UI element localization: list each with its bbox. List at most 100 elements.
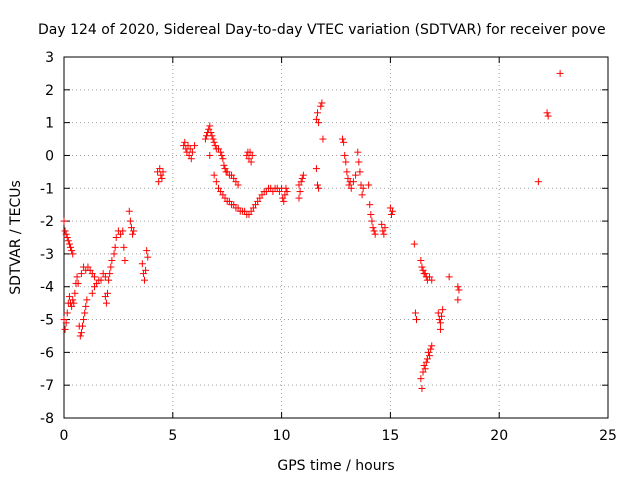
y-tick-label: -8: [40, 411, 54, 427]
data-point: [280, 197, 288, 205]
data-point: [73, 273, 81, 281]
data-point: [62, 230, 70, 238]
data-point: [188, 148, 196, 156]
data-point: [355, 158, 363, 166]
data-point: [247, 158, 255, 166]
data-point: [119, 227, 127, 235]
data-point: [74, 279, 82, 287]
data-point: [69, 296, 77, 304]
data-point: [418, 384, 426, 392]
data-point: [207, 128, 215, 136]
data-point: [381, 224, 389, 232]
data-point: [352, 171, 360, 179]
x-tick-label: 0: [60, 428, 69, 444]
x-tick-label: 20: [490, 428, 508, 444]
data-point: [349, 178, 357, 186]
data-point: [297, 178, 305, 186]
data-point: [454, 283, 462, 291]
data-point: [71, 289, 79, 297]
y-tick-label: 0: [45, 148, 54, 164]
data-point: [370, 227, 378, 235]
data-points: [60, 69, 564, 392]
data-point: [365, 181, 373, 189]
data-point: [130, 227, 138, 235]
data-point: [315, 119, 323, 127]
data-point: [371, 230, 379, 238]
data-point: [210, 171, 218, 179]
data-point: [312, 165, 320, 173]
data-point: [201, 135, 209, 143]
data-point: [366, 201, 374, 209]
data-point: [210, 138, 218, 146]
y-tick-label: -7: [40, 378, 54, 394]
y-tick-label: -4: [40, 280, 54, 296]
data-point: [125, 207, 133, 215]
data-point: [421, 270, 429, 278]
data-point: [60, 217, 68, 225]
data-point: [211, 142, 219, 150]
data-point: [368, 217, 376, 225]
x-axis-label: GPS time / hours: [277, 458, 394, 474]
data-point: [88, 289, 96, 297]
data-point: [220, 161, 228, 169]
data-point: [356, 168, 364, 176]
data-point: [82, 302, 90, 310]
x-tick-label: 10: [273, 428, 291, 444]
data-point: [206, 151, 214, 159]
data-point: [191, 142, 199, 150]
data-point: [339, 135, 347, 143]
data-point: [217, 148, 225, 156]
y-tick-label: 1: [45, 116, 54, 132]
data-point: [544, 112, 552, 120]
data-point: [143, 247, 151, 255]
chart-title: Day 124 of 2020, Sidereal Day-to-day VTE…: [38, 22, 606, 38]
y-tick-label: -5: [40, 313, 54, 329]
x-tick-label: 5: [168, 428, 177, 444]
data-point: [181, 138, 189, 146]
data-point: [340, 138, 348, 146]
data-point: [283, 188, 291, 196]
data-point: [315, 184, 323, 192]
data-point: [454, 296, 462, 304]
data-point: [314, 181, 322, 189]
data-point: [436, 325, 444, 333]
data-point: [61, 325, 69, 333]
data-point: [341, 151, 349, 159]
data-point: [445, 273, 453, 281]
data-point: [421, 365, 429, 373]
data-point: [314, 109, 322, 117]
data-point: [358, 191, 366, 199]
data-point: [209, 135, 217, 143]
data-point: [212, 178, 220, 186]
x-tick-label: 15: [381, 428, 399, 444]
data-point: [77, 329, 85, 337]
data-point: [347, 184, 355, 192]
data-point: [69, 250, 77, 258]
data-point: [102, 299, 110, 307]
data-point: [427, 345, 435, 353]
data-point: [111, 243, 119, 251]
data-point: [65, 240, 73, 248]
data-point: [101, 273, 109, 281]
data-point: [298, 174, 306, 182]
data-point: [343, 168, 351, 176]
data-point: [434, 309, 442, 317]
data-point: [426, 352, 434, 360]
data-point: [534, 178, 542, 186]
data-point: [455, 286, 463, 294]
y-tick-label: -1: [40, 181, 54, 197]
data-point: [380, 230, 388, 238]
data-point: [317, 102, 325, 110]
data-point: [110, 250, 118, 258]
data-point: [299, 171, 307, 179]
data-point: [411, 309, 419, 317]
data-point: [543, 109, 551, 117]
data-point: [155, 178, 163, 186]
data-point: [413, 316, 421, 324]
data-point: [121, 256, 129, 264]
data-point: [63, 234, 71, 241]
data-point: [77, 270, 85, 278]
data-point: [142, 266, 150, 274]
data-point: [104, 289, 112, 297]
data-point: [62, 319, 70, 327]
